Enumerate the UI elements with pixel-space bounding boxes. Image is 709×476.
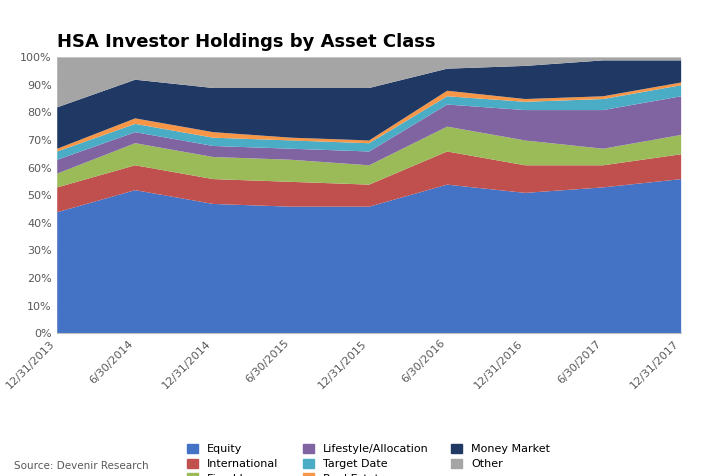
Legend: Equity, International, Fixed Income, Lifestyle/Allocation, Target Date, Real Est: Equity, International, Fixed Income, Lif… — [187, 444, 550, 476]
Text: Source: Devenir Research: Source: Devenir Research — [14, 461, 149, 471]
Text: HSA Investor Holdings by Asset Class: HSA Investor Holdings by Asset Class — [57, 33, 435, 51]
